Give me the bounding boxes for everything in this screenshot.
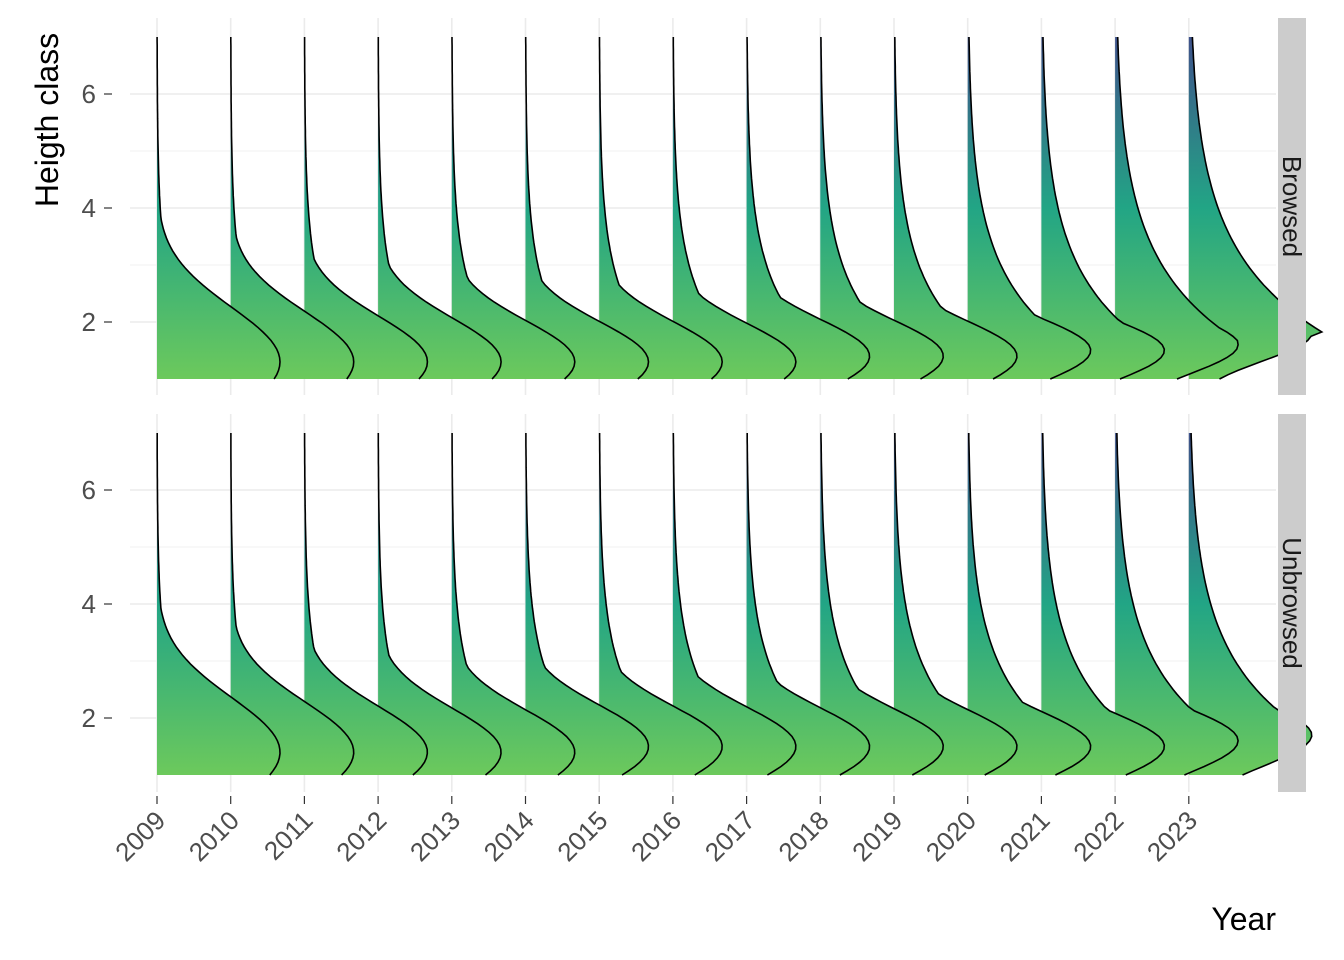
x-tick-label: 2020 <box>920 805 982 867</box>
density-outline-2010 <box>230 37 355 380</box>
density-ridge-2010 <box>230 37 354 379</box>
density-outline-2022 <box>1116 432 1239 776</box>
density-ridge-2018 <box>820 37 944 379</box>
density-ridge-2019 <box>894 433 1017 775</box>
density-outline-2019 <box>894 433 1018 776</box>
y-tick-label: 6 <box>82 79 96 109</box>
x-tick-label: 2014 <box>478 805 540 867</box>
facet-strip-label: Browsed <box>1277 156 1307 257</box>
density-ridge-2016 <box>672 433 796 775</box>
density-ridge-2010 <box>230 433 354 775</box>
facet-strip-label: Unbrowsed <box>1277 537 1307 669</box>
density-outline-2009 <box>156 433 281 776</box>
density-outline-2014 <box>524 37 650 380</box>
density-ridge-2022 <box>1115 37 1239 379</box>
x-tick-label: 2012 <box>330 805 392 867</box>
density-outline-2009 <box>156 37 281 380</box>
facet-strip <box>1278 18 1306 395</box>
y-tick-label: 6 <box>82 475 96 505</box>
density-ridge-2014 <box>525 433 649 775</box>
density-ridge-2012 <box>378 433 501 775</box>
density-ridge-2015 <box>599 433 723 775</box>
density-outline-2014 <box>525 433 650 776</box>
y-tick-label: 4 <box>82 193 96 223</box>
x-tick-label: 2009 <box>109 805 171 867</box>
x-tick-label: 2022 <box>1067 805 1129 867</box>
density-outline-2012 <box>377 37 502 380</box>
density-outline-2018 <box>820 433 945 776</box>
density-outline-2019 <box>894 36 1018 380</box>
x-tick-label: 2010 <box>183 805 245 867</box>
x-tick-label: 2013 <box>404 805 466 867</box>
density-ridge-2011 <box>304 37 428 379</box>
panels-layer: 2 4 6 Browsed 2 4 6 Unbrowsed <box>82 18 1324 792</box>
density-ridge-2020 <box>967 37 1091 379</box>
density-ridge-2012 <box>378 37 502 379</box>
x-tick-label: 2018 <box>772 805 834 867</box>
density-outline-2016 <box>672 37 797 380</box>
density-ridge-2018 <box>820 433 944 775</box>
density-outline-2020 <box>968 433 1092 776</box>
density-ridge-2009 <box>157 37 280 379</box>
density-outline-2010 <box>230 433 355 776</box>
y-tick-label: 2 <box>82 703 96 733</box>
x-tick-label: 2016 <box>625 805 687 867</box>
x-tick-label: 2023 <box>1141 805 1203 867</box>
density-outline-2011 <box>303 433 429 776</box>
density-ridge-2009 <box>157 433 280 775</box>
density-outline-2021 <box>1042 36 1166 380</box>
density-ridge-2021 <box>1041 433 1165 775</box>
panel-unbrowsed: 2 4 6 Unbrowsed <box>82 414 1313 792</box>
density-ridge-2011 <box>304 433 428 775</box>
density-outline-2018 <box>820 36 945 380</box>
density-outline-2015 <box>598 37 724 380</box>
density-outline-2020 <box>968 36 1092 380</box>
density-outline-2012 <box>377 433 502 776</box>
panel-browsed: 2 4 6 Browsed <box>82 18 1324 395</box>
x-tick-label: 2011 <box>258 805 319 866</box>
density-ridge-2020 <box>967 433 1091 775</box>
density-outline-2015 <box>598 433 723 776</box>
x-tick-label: 2021 <box>994 805 1056 867</box>
density-outline-2021 <box>1041 432 1166 776</box>
density-ridge-2022 <box>1115 433 1239 775</box>
density-outline-2013 <box>451 37 576 380</box>
density-ridge-2021 <box>1041 37 1165 379</box>
x-axis: 2009 2010 2011 2012 2013 2014 2015 2016 2017 2018… <box>109 796 1203 867</box>
x-tick-label: 2019 <box>846 805 908 867</box>
density-outline-2011 <box>303 37 429 380</box>
density-outline-2022 <box>1116 36 1239 380</box>
density-outline-2016 <box>672 432 797 776</box>
y-tick-label: 4 <box>82 589 96 619</box>
density-ridge-2023 <box>1188 433 1312 775</box>
density-outline-2017 <box>746 37 871 380</box>
y-axis-title: Heigth class <box>29 33 65 207</box>
density-outline-2013 <box>451 433 576 776</box>
density-ridge-2017 <box>746 433 870 775</box>
x-axis-title: Year <box>1211 901 1276 937</box>
density-ridge-2013 <box>451 433 575 775</box>
density-outline-2023 <box>1191 36 1324 380</box>
density-ridge-2019 <box>894 37 1017 379</box>
x-tick-label: 2015 <box>551 805 613 867</box>
x-tick-label: 2017 <box>699 805 761 867</box>
density-outline-2017 <box>746 433 871 776</box>
density-ridge-2023 <box>1188 37 1322 379</box>
y-tick-label: 2 <box>82 307 96 337</box>
facet-strip <box>1278 414 1306 792</box>
